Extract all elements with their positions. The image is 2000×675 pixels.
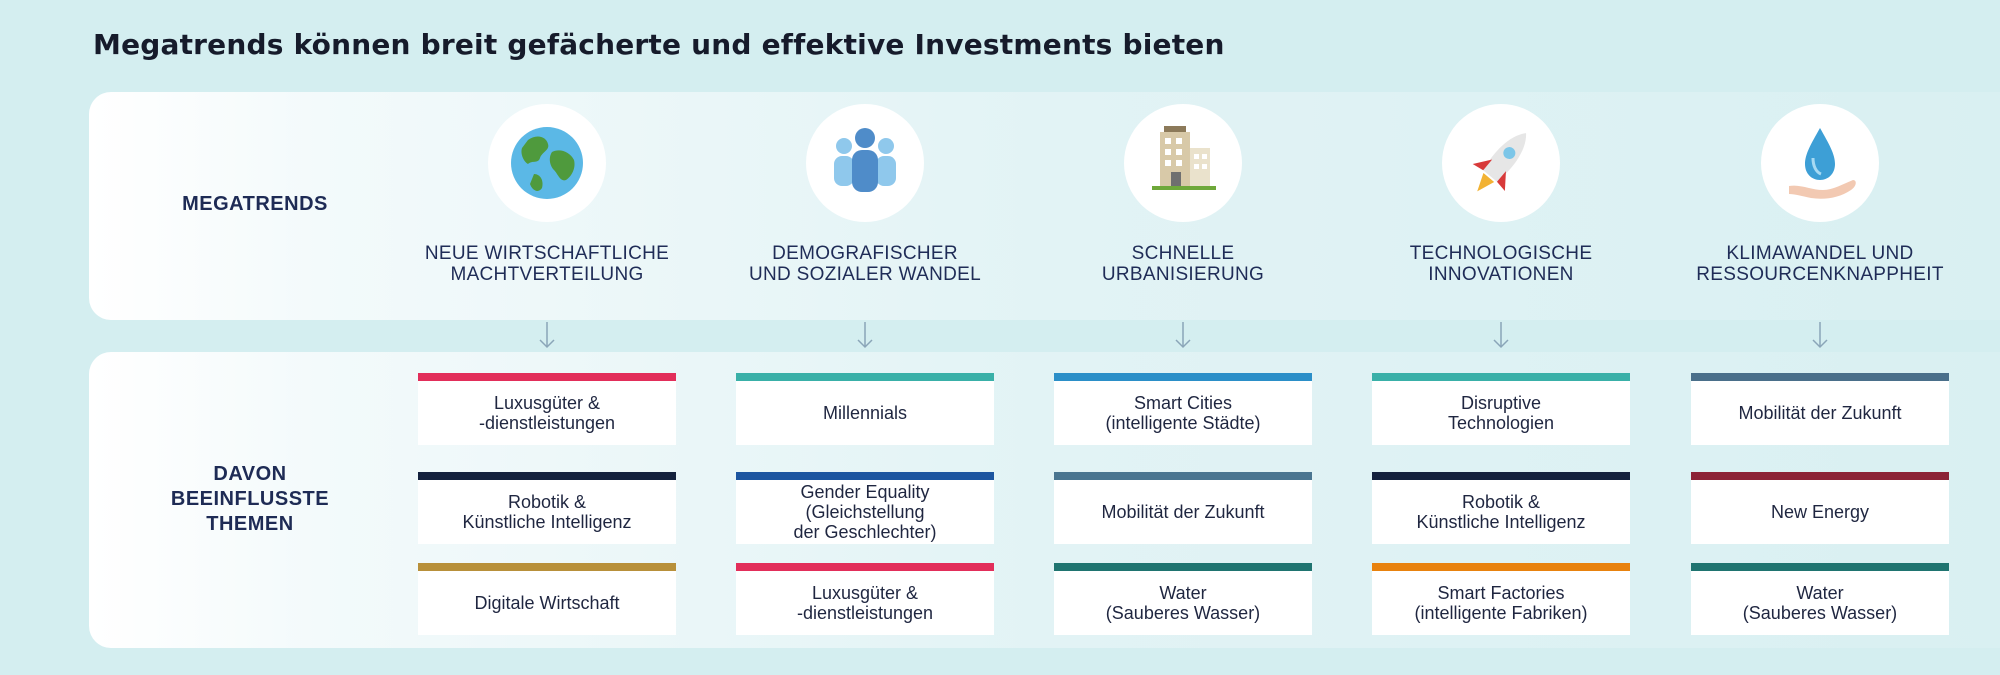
themes-panel <box>89 352 2000 648</box>
megatrend-title: SCHNELLE URBANISIERUNG <box>1101 243 1265 285</box>
theme-box: Disruptive Technologien <box>1372 373 1630 445</box>
theme-label: Robotik & Künstliche Intelligenz <box>1416 492 1586 532</box>
theme-label: Millennials <box>822 403 908 423</box>
arrow-down-icon <box>537 322 557 350</box>
people-group-icon <box>806 104 924 222</box>
theme-box: Gender Equality (Gleichstellung der Gesc… <box>736 472 994 544</box>
theme-box: Water (Sauberes Wasser) <box>1691 563 1949 635</box>
theme-label: Smart Factories (intelligente Fabriken) <box>1414 583 1588 623</box>
theme-box: Smart Cities (intelligente Städte) <box>1054 373 1312 445</box>
theme-box: Smart Factories (intelligente Fabriken) <box>1372 563 1630 635</box>
theme-box: Digitale Wirtschaft <box>418 563 676 635</box>
theme-label: New Energy <box>1770 502 1870 522</box>
theme-label: Gender Equality (Gleichstellung der Gesc… <box>793 482 937 542</box>
page-title: Megatrends können breit gefächerte und e… <box>93 28 1225 61</box>
megatrends-row-label: MEGATRENDS <box>182 193 328 215</box>
megatrend-title: DEMOGRAFISCHER UND SOZIALER WANDEL <box>749 243 981 285</box>
theme-box: Mobilität der Zukunft <box>1691 373 1949 445</box>
theme-label: Mobilität der Zukunft <box>1738 403 1902 423</box>
theme-box: Water (Sauberes Wasser) <box>1054 563 1312 635</box>
globe-icon <box>488 104 606 222</box>
theme-box: New Energy <box>1691 472 1949 544</box>
arrow-down-icon <box>1810 322 1830 350</box>
megatrend-title: NEUE WIRTSCHAFTLICHE MACHTVERTEILUNG <box>424 243 670 285</box>
theme-label: Luxusgüter & -dienstleistungen <box>796 583 934 623</box>
theme-box: Robotik & Künstliche Intelligenz <box>418 472 676 544</box>
theme-label: Smart Cities (intelligente Städte) <box>1105 393 1261 433</box>
building-icon <box>1124 104 1242 222</box>
theme-label: Digitale Wirtschaft <box>474 593 620 613</box>
megatrend-title: KLIMAWANDEL UND RESSOURCENKNAPPHEIT <box>1696 243 1944 285</box>
theme-label: Mobilität der Zukunft <box>1101 502 1265 522</box>
theme-box: Robotik & Künstliche Intelligenz <box>1372 472 1630 544</box>
theme-label: Robotik & Künstliche Intelligenz <box>462 492 632 532</box>
theme-label: Disruptive Technologien <box>1447 393 1555 433</box>
theme-label: Water (Sauberes Wasser) <box>1742 583 1898 623</box>
theme-label: Water (Sauberes Wasser) <box>1105 583 1261 623</box>
theme-label: Luxusgüter & -dienstleistungen <box>478 393 616 433</box>
rocket-icon <box>1442 104 1560 222</box>
arrow-down-icon <box>1491 322 1511 350</box>
megatrends-panel <box>89 92 2000 320</box>
theme-box: Luxusgüter & -dienstleistungen <box>736 563 994 635</box>
water-drop-hand-icon <box>1761 104 1879 222</box>
megatrend-title: TECHNOLOGISCHE INNOVATIONEN <box>1409 243 1593 285</box>
theme-box: Millennials <box>736 373 994 445</box>
arrow-down-icon <box>855 322 875 350</box>
theme-box: Luxusgüter & -dienstleistungen <box>418 373 676 445</box>
theme-box: Mobilität der Zukunft <box>1054 472 1312 544</box>
arrow-down-icon <box>1173 322 1193 350</box>
themes-row-label: DAVON BEEINFLUSSTE THEMEN <box>170 463 330 535</box>
